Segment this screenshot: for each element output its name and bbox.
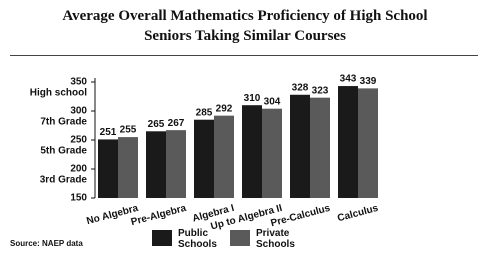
bar: [338, 86, 358, 198]
bar: [194, 119, 214, 198]
value-label: 255: [120, 125, 137, 136]
x-tick-label: Calculus: [336, 203, 380, 225]
bar: [118, 137, 138, 198]
bar: [214, 115, 234, 198]
bar: [146, 131, 166, 198]
value-label: 310: [244, 93, 261, 104]
title-rule: [10, 55, 478, 56]
bar: [310, 97, 330, 198]
bar: [290, 94, 310, 198]
y-tick-label: 350: [70, 77, 87, 88]
value-label: 267: [168, 118, 185, 129]
source: Source: NAEP data: [10, 239, 83, 248]
bar: [242, 105, 262, 198]
value-label: 285: [196, 107, 213, 118]
value-label: 265: [148, 119, 165, 130]
value-label: 292: [216, 103, 233, 114]
value-label: 323: [312, 85, 329, 96]
legend-swatch: [230, 230, 250, 246]
y-level-label: High school: [30, 88, 87, 99]
bar: [166, 130, 186, 198]
y-level-label: 5th Grade: [40, 146, 87, 157]
y-tick-label: 200: [70, 164, 87, 175]
legend-label: Private Schools: [256, 228, 295, 250]
y-tick-label: 150: [70, 193, 87, 204]
value-label: 304: [264, 96, 281, 107]
y-level-label: 3rd Grade: [40, 175, 88, 186]
bar: [358, 88, 378, 198]
value-label: 328: [292, 82, 309, 93]
y-tick-label: 250: [70, 135, 87, 146]
bar: [262, 108, 282, 198]
chart-title: Average Overall Mathematics Proficiency …: [62, 8, 428, 44]
value-label: 339: [360, 76, 377, 87]
y-level-label: 7th Grade: [40, 117, 87, 128]
x-tick-label: Pre-Algebra: [130, 203, 188, 228]
value-label: 251: [100, 127, 117, 138]
y-tick-label: 300: [70, 106, 87, 117]
legend-swatch: [152, 230, 172, 246]
bar: [98, 139, 118, 198]
value-label: 343: [340, 74, 357, 85]
legend-label: Public Schools: [178, 228, 217, 250]
